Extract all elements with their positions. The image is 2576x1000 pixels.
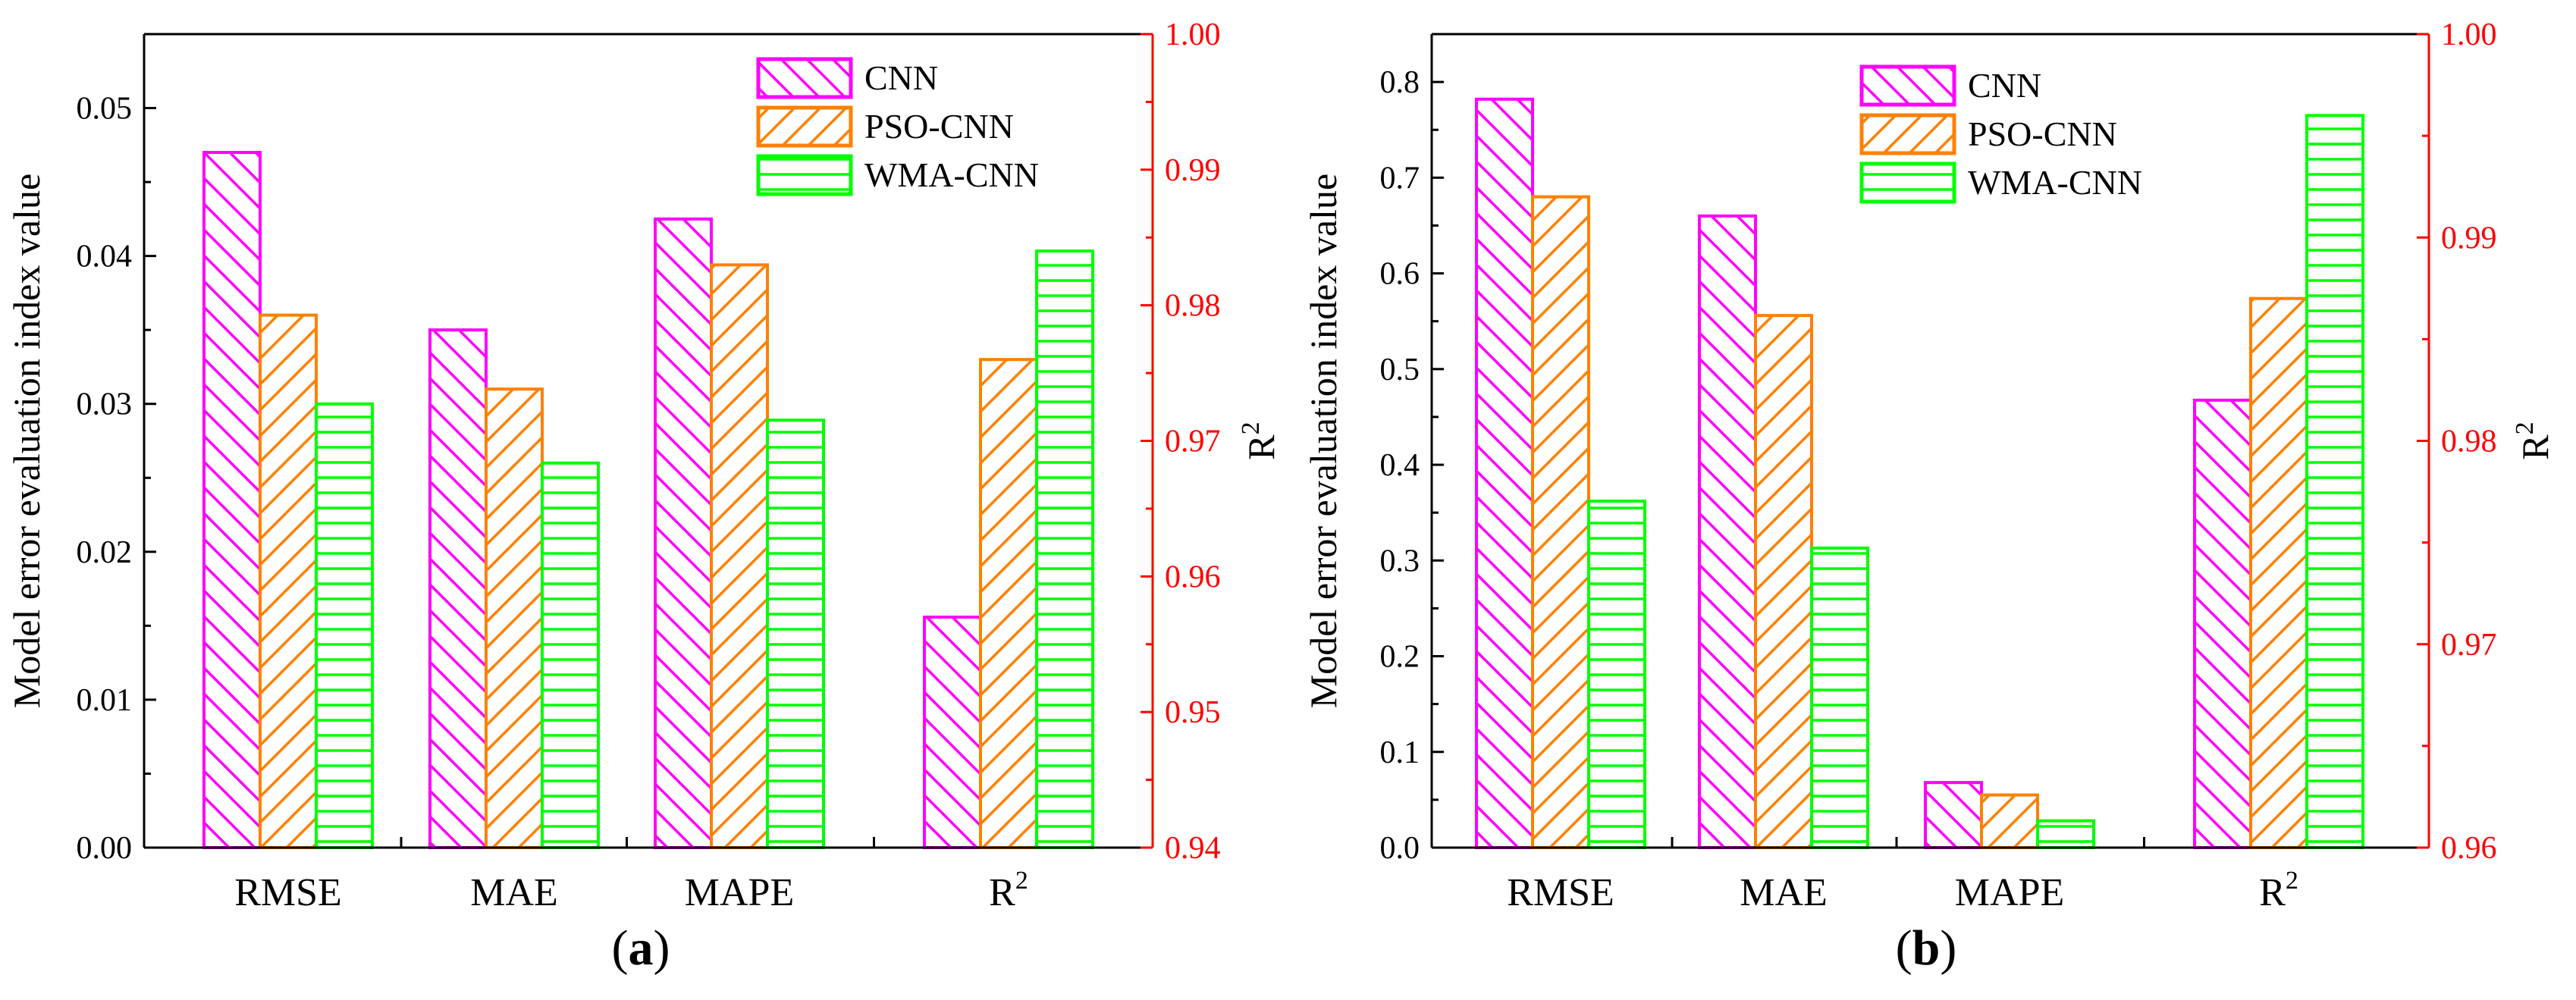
y-right-tick-label-b: 0.99	[2441, 221, 2497, 255]
bar-a-pso-cnn-rmse	[259, 313, 318, 849]
bar-a-cnn-mape	[654, 217, 713, 849]
legend-b: CNN PSO-CNN WMA-CNN	[1859, 64, 2142, 204]
x-tick-label-b-mape: MAPE	[1955, 871, 2064, 914]
y-axis-label-b: Model error evaluation index value	[1302, 174, 1344, 708]
legend-label-pso-cnn: PSO-CNN	[1968, 114, 2117, 153]
panel-label-part: (	[612, 920, 629, 976]
y-right-tick-label-a: 0.96	[1165, 560, 1221, 594]
y-tick-label-b: 0.5	[1380, 353, 1420, 387]
bar-a-wma-cnn-r2	[1035, 249, 1094, 849]
superscript: 2	[2286, 867, 2298, 895]
y-right-tick-label-a: 0.99	[1165, 153, 1221, 188]
chart-panel-a: 0.00 0.01 0.02 0.03 0.04 0.05 0.94 0.95 0.96 0.97…	[5, 17, 1282, 976]
x-tick-label-b-r2: R2	[2259, 867, 2298, 914]
legend-label-wma-cnn: WMA-CNN	[864, 155, 1039, 194]
legend-label-wma-cnn: WMA-CNN	[1968, 163, 2142, 202]
bar-a-pso-cnn-mae	[485, 387, 544, 849]
y-right-tick-label-a: 0.95	[1165, 695, 1221, 730]
legend-label-cnn: CNN	[1968, 66, 2041, 105]
bar-a-wma-cnn-mape	[766, 418, 825, 849]
y-right-tick-label-b: 0.96	[2441, 831, 2497, 866]
y-tick-label-b: 0.7	[1380, 161, 1420, 196]
y-axis-label-a: Model error evaluation index value	[5, 174, 48, 708]
y-tick-label-b: 0.2	[1380, 640, 1420, 675]
y-tick-label-a: 0.04	[77, 240, 133, 274]
y-tick-label-a: 0.00	[77, 831, 133, 866]
bar-b-wma-cnn-r2	[2305, 114, 2364, 850]
bar-a-cnn-rmse	[202, 151, 262, 849]
panel-label-b: (b)	[1896, 920, 1957, 976]
y-tick-label-b: 0.0	[1380, 831, 1420, 866]
y-tick-label-b: 0.4	[1380, 448, 1420, 483]
y-right-tick-label-a: 0.97	[1165, 425, 1221, 459]
y-right-tick-label-a: 1.00	[1165, 17, 1221, 52]
superscript: 2	[2511, 422, 2539, 434]
legend-swatch-wma-cnn	[756, 154, 853, 196]
x-tick-label-a-mape: MAPE	[685, 871, 794, 914]
bar-b-pso-cnn-mae	[1754, 314, 1813, 849]
bar-b-cnn-rmse	[1475, 97, 1534, 849]
bar-b-cnn-mape	[1924, 781, 1983, 850]
bar-a-wma-cnn-rmse	[315, 402, 374, 849]
y-right-tick-label-b: 0.98	[2441, 425, 2497, 459]
bar-a-cnn-r2	[923, 615, 982, 849]
bar-a-wma-cnn-mae	[541, 461, 600, 849]
y-tick-label-b: 0.6	[1380, 257, 1420, 292]
superscript: 2	[1237, 422, 1265, 434]
y-tick-label-a: 0.03	[77, 387, 133, 422]
x-tick-label-b-rmse: RMSE	[1507, 871, 1614, 914]
legend-label-cnn: CNN	[864, 58, 938, 97]
bar-b-pso-cnn-rmse	[1531, 195, 1590, 850]
bar-b-pso-cnn-r2	[2249, 296, 2308, 850]
y-right-tick-label-b: 1.00	[2441, 17, 2497, 52]
y-tick-label-a: 0.05	[77, 92, 133, 127]
panel-label-part: a	[629, 920, 654, 976]
panel-label-a: (a)	[612, 920, 670, 976]
y-right-tick-label-a: 0.98	[1165, 289, 1221, 324]
y-tick-label-b: 0.1	[1380, 735, 1420, 770]
bar-b-wma-cnn-mape	[2036, 819, 2095, 850]
x-tick-label-a-rmse: RMSE	[234, 871, 342, 914]
x-tick-label-a-r2: R2	[989, 867, 1028, 914]
y-axis-right-label-b: R2	[2511, 422, 2556, 459]
panel-label-part: b	[1912, 920, 1941, 976]
bar-b-wma-cnn-rmse	[1587, 500, 1646, 850]
y-right-tick-label-b: 0.97	[2441, 628, 2497, 663]
superscript: 2	[1015, 867, 1028, 895]
x-tick-label-b-mae: MAE	[1740, 871, 1828, 914]
legend-a: CNN PSO-CNN WMA-CNN	[756, 57, 1039, 196]
y-right-tick-label-a: 0.94	[1165, 831, 1221, 866]
bar-a-pso-cnn-mape	[710, 263, 769, 850]
bar-a-cnn-mae	[428, 328, 488, 849]
y-tick-label-a: 0.02	[77, 535, 133, 570]
bar-b-pso-cnn-mape	[1980, 793, 2039, 849]
y-tick-label-b: 0.3	[1380, 544, 1420, 578]
y-tick-label-b: 0.8	[1380, 65, 1420, 100]
legend-label-pso-cnn: PSO-CNN	[864, 107, 1014, 146]
bar-b-wma-cnn-mae	[1810, 546, 1869, 850]
bar-b-cnn-r2	[2193, 398, 2252, 849]
bar-b-cnn-mae	[1698, 214, 1757, 849]
panel-label-part: (	[1896, 920, 1912, 976]
bar-a-pso-cnn-r2	[979, 358, 1038, 849]
chart-panel-b: 0.0 0.1 0.2 0.3 0.4 0.5 0.6 0.7 0.8 0.96 0.97 0.98 0…	[1302, 17, 2556, 976]
panel-label-part: )	[654, 920, 670, 976]
y-tick-label-a: 0.01	[77, 683, 133, 718]
legend-swatch-pso-cnn	[1859, 113, 1956, 155]
legend-swatch-cnn	[1859, 64, 1956, 107]
legend-swatch-pso-cnn	[756, 105, 853, 148]
panel-label-part: )	[1940, 920, 1956, 976]
legend-swatch-wma-cnn	[1859, 161, 1956, 204]
x-tick-label-a-mae: MAE	[470, 871, 558, 914]
legend-swatch-cnn	[756, 57, 853, 99]
y-axis-right-label-a: R2	[1237, 422, 1282, 459]
